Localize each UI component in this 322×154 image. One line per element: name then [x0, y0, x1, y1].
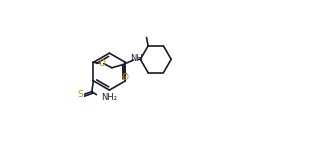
- Text: O: O: [99, 59, 105, 68]
- Text: NH₂: NH₂: [101, 93, 117, 102]
- Text: O: O: [121, 73, 128, 82]
- Text: S: S: [77, 90, 83, 99]
- Text: NH: NH: [130, 54, 143, 63]
